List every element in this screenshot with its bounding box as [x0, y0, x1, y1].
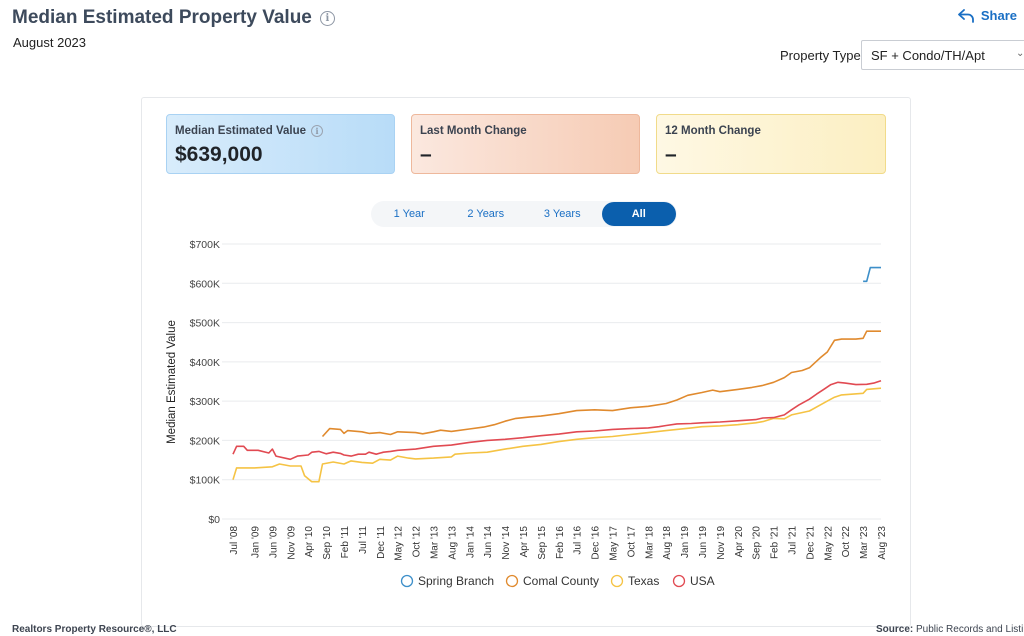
- median-info-icon[interactable]: i: [311, 125, 324, 137]
- x-tick-label: Jul '16: [573, 526, 584, 555]
- legend-label-texas: Texas: [628, 574, 659, 588]
- x-tick-label: Dec '21: [805, 526, 816, 560]
- x-tick-label: Apr '15: [519, 526, 530, 558]
- median-card-value: $639,000: [175, 143, 263, 166]
- legend-label-spring-branch: Spring Branch: [418, 574, 494, 588]
- x-tick-label: Apr '20: [734, 526, 745, 558]
- x-tick-label: Apr '10: [304, 526, 315, 558]
- footer-source: Source: Public Records and Listi: [876, 624, 1023, 635]
- legend-marker-comal-county: [505, 574, 519, 588]
- x-tick-label: Sep '10: [322, 526, 333, 560]
- y-tick-label: $700K: [190, 239, 220, 251]
- x-tick-label: Dec '16: [591, 526, 602, 560]
- series-line-comal-county: [321, 330, 881, 438]
- legend-marker-usa: [672, 574, 686, 588]
- property-type-value: SF + Condo/TH/Apt: [871, 47, 985, 63]
- property-type-select[interactable]: SF + Condo/TH/Apt ⌄: [861, 40, 1024, 70]
- x-tick-label: Oct '17: [626, 526, 637, 558]
- x-tick-label: Jul '11: [358, 526, 369, 554]
- median-value-card: Median Estimated Value i $639,000: [166, 114, 395, 174]
- page-title-text: Median Estimated Property Value: [12, 7, 312, 28]
- month-card-value: –: [420, 143, 432, 166]
- legend-marker-texas: [610, 574, 624, 588]
- median-card-label: Median Estimated Value: [175, 125, 307, 137]
- share-label: Share: [980, 8, 1017, 23]
- y-tick-label: $500K: [190, 318, 220, 330]
- series-line-usa: [232, 379, 882, 461]
- y-tick-label: $400K: [190, 357, 220, 369]
- year-card-label: 12 Month Change: [665, 125, 761, 137]
- x-tick-label: Jun '14: [483, 526, 494, 558]
- x-tick-label: Jan '14: [465, 526, 476, 558]
- legend-label-usa: USA: [690, 574, 715, 588]
- x-tick-label: Nov '09: [286, 526, 297, 560]
- series-line-texas: [232, 387, 882, 483]
- y-tick-label: $600K: [190, 278, 220, 290]
- x-tick-label: Oct '22: [841, 526, 852, 558]
- x-tick-label: Mar '23: [859, 526, 870, 559]
- y-axis-title: Median Estimated Value: [166, 320, 178, 444]
- year-card-value: –: [665, 143, 677, 166]
- x-tick-label: May '17: [608, 526, 619, 561]
- legend-marker-spring-branch: [400, 574, 414, 588]
- range-3-years-button[interactable]: 3 Years: [543, 208, 581, 220]
- share-button[interactable]: Share: [957, 8, 1017, 23]
- median-card-label-row: Median Estimated Value i: [175, 125, 386, 137]
- date-subtitle: August 2023: [13, 35, 87, 50]
- legend-label-comal-county: Comal County: [523, 574, 599, 588]
- x-tick-label: May '12: [394, 526, 405, 561]
- x-tick-label: Sep '20: [752, 526, 763, 560]
- x-tick-label: Mar '18: [644, 526, 655, 559]
- y-tick-label: $100K: [190, 475, 220, 487]
- x-tick-label: Aug '13: [447, 526, 458, 560]
- footer-source-value: Public Records and Listi: [916, 624, 1024, 635]
- property-type-label: Property Type: [780, 48, 861, 63]
- info-icon[interactable]: i: [319, 10, 335, 26]
- range-2-years-button[interactable]: 2 Years: [467, 208, 505, 220]
- x-tick-label: Jan '09: [250, 526, 261, 558]
- x-tick-label: Oct '12: [412, 526, 423, 558]
- x-tick-label: Nov '14: [501, 526, 512, 560]
- x-tick-label: Jan '19: [680, 526, 691, 558]
- y-tick-label: $200K: [190, 435, 220, 447]
- x-tick-label: Aug '18: [662, 526, 673, 560]
- range-all-button[interactable]: All: [601, 202, 676, 226]
- last-month-change-card: Last Month Change –: [411, 114, 640, 174]
- footer-source-label: Source:: [876, 624, 914, 635]
- x-tick-label: Mar '13: [429, 526, 440, 559]
- time-range-selector: 1 Year 2 Years 3 Years All: [371, 201, 677, 227]
- x-tick-label: Aug '23: [877, 526, 888, 560]
- x-tick-label: Nov '19: [716, 526, 727, 560]
- footer-copyright: Realtors Property Resource®, LLC: [12, 624, 177, 635]
- page-title: Median Estimated Property Value i: [12, 7, 335, 29]
- twelve-month-change-card: 12 Month Change –: [656, 114, 886, 174]
- month-card-label: Last Month Change: [420, 125, 527, 137]
- y-tick-label: $0: [208, 514, 220, 526]
- x-tick-label: Sep '15: [537, 526, 548, 560]
- share-icon: [957, 8, 974, 23]
- x-tick-label: Feb '21: [770, 526, 781, 559]
- x-tick-label: Dec '11: [376, 526, 387, 559]
- range-1-year-button[interactable]: 1 Year: [393, 208, 425, 220]
- x-tick-label: Feb '16: [555, 526, 566, 559]
- y-tick-label: $300K: [190, 396, 220, 408]
- x-tick-label: Jun '19: [698, 526, 709, 558]
- x-tick-label: Feb '11: [340, 526, 351, 559]
- x-tick-label: Jul '21: [787, 526, 798, 555]
- x-tick-label: Jun '09: [268, 526, 279, 558]
- series-line-spring-branch: [863, 266, 881, 283]
- x-tick-label: Jul '08: [229, 526, 240, 555]
- x-tick-label: May '22: [823, 526, 834, 561]
- chevron-down-icon: ⌄: [1016, 48, 1024, 59]
